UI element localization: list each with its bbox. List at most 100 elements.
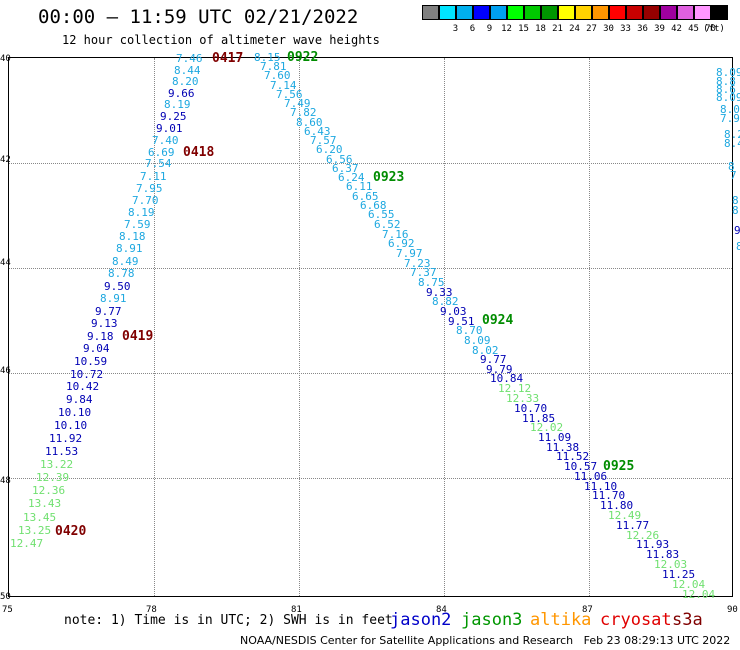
- latitude-gridline: [9, 268, 732, 269]
- swh-value: 13.43: [28, 497, 62, 510]
- swh-value: 9.13: [91, 317, 118, 330]
- swh-value: 7.49: [284, 97, 311, 110]
- swh-value: 12.49: [608, 509, 642, 522]
- swh-value: 6.69: [148, 146, 175, 159]
- swh-value: 7.16: [382, 228, 409, 241]
- swh-value: 8: [732, 194, 739, 207]
- swh-value: 11.93: [636, 538, 670, 551]
- swh-value: 8.70: [456, 324, 483, 337]
- color-swatch: [473, 5, 490, 20]
- swh-value: 8.60: [296, 116, 323, 129]
- swh-value: 8.15: [254, 51, 281, 64]
- swh-value: 11.38: [546, 441, 580, 454]
- swh-value: 10.57: [564, 460, 598, 473]
- swh-value: 11.09: [538, 431, 572, 444]
- swh-value: 7.97: [396, 247, 423, 260]
- color-swatch: [490, 5, 507, 20]
- swh-value: 7.54: [145, 157, 172, 170]
- swh-value: 6.52: [374, 218, 401, 231]
- swh-value: 8.09: [716, 91, 740, 104]
- swh-value: 12.47: [10, 537, 44, 550]
- swh-value: 12.26: [626, 529, 660, 542]
- color-swatch: [711, 5, 728, 20]
- swh-value: 7.81: [260, 60, 287, 73]
- color-swatch: [609, 5, 626, 20]
- swh-value: 8.09: [464, 334, 491, 347]
- swh-value: 6.68: [360, 199, 387, 212]
- swh-value: 10.10: [58, 406, 92, 419]
- swh-value: 11.52: [556, 450, 590, 463]
- longitude-gridline: [299, 58, 300, 596]
- swh-value: 11.83: [646, 548, 680, 561]
- swh-value: 8.91: [100, 292, 127, 305]
- swh-value: 9.84: [66, 393, 93, 406]
- color-scale-label: 12: [501, 24, 512, 34]
- swh-value: 6.65: [352, 190, 379, 203]
- latitude-tick-label: 46: [0, 366, 11, 376]
- swh-value: 11.77: [616, 519, 650, 532]
- color-scale-label: 45: [688, 24, 699, 34]
- swh-value: 8.44: [174, 64, 201, 77]
- swh-value: 6.43: [304, 125, 331, 138]
- swh-value: 8.02: [472, 344, 499, 357]
- swh-value: 8.2: [724, 128, 740, 141]
- pass-time-label: 0418: [183, 145, 215, 160]
- swh-value: 9: [734, 224, 740, 237]
- color-scale-label: 39: [654, 24, 665, 34]
- swh-value: 8.09: [716, 66, 740, 79]
- swh-value: 7.60: [264, 69, 291, 82]
- pass-time-label: 0420: [55, 524, 87, 539]
- map-plot-area: [8, 57, 733, 597]
- latitude-tick-label: 44: [0, 258, 11, 268]
- swh-value: 12.03: [654, 558, 688, 571]
- swh-value: 11.53: [45, 445, 79, 458]
- latitude-tick-label: 48: [0, 476, 11, 486]
- swh-value: 8.6: [716, 83, 736, 96]
- color-scale-label: 9: [486, 24, 493, 34]
- swh-value: 9.77: [480, 353, 507, 366]
- swh-value: 7.95: [136, 182, 163, 195]
- latitude-gridline: [9, 478, 732, 479]
- swh-value: 7.46: [176, 52, 203, 65]
- swh-value: 7.37: [410, 266, 437, 279]
- color-scale-label: 30: [603, 24, 614, 34]
- swh-value: 12.33: [506, 392, 540, 405]
- pass-time-label: 0923: [373, 170, 405, 185]
- swh-value: 9.79: [486, 363, 513, 376]
- swh-value: 9.04: [83, 342, 110, 355]
- chart-subtitle: 12 hour collection of altimeter wave hei…: [62, 33, 380, 47]
- color-swatch: [422, 5, 439, 20]
- latitude-tick-label: 50: [0, 592, 11, 602]
- swh-value: 9.03: [440, 305, 467, 318]
- swh-value: 8.20: [172, 75, 199, 88]
- latitude-tick-label: 42: [0, 155, 11, 165]
- color-scale-label: 21: [552, 24, 563, 34]
- swh-value: 13.45: [23, 511, 57, 524]
- swh-value: 12.12: [498, 382, 532, 395]
- swh-value: 11.85: [522, 412, 556, 425]
- chart-title: 00:00 – 11:59 UTC 02/21/2022: [38, 6, 359, 28]
- swh-value: 10.42: [66, 380, 100, 393]
- swh-value: 6.92: [388, 237, 415, 250]
- swh-value: 9.33: [426, 286, 453, 299]
- swh-value: 11.70: [592, 489, 626, 502]
- swh-value: 7: [730, 169, 737, 182]
- pass-time-label: 0419: [122, 329, 154, 344]
- pass-time-label: 0922: [287, 50, 319, 65]
- swh-value: 13.22: [40, 458, 74, 471]
- swh-value: 10.84: [490, 372, 524, 385]
- color-swatch: [677, 5, 694, 20]
- swh-value: 6.24: [338, 171, 365, 184]
- color-scale-label: 15: [518, 24, 529, 34]
- footnote: note: 1) Time is in UTC; 2) SWH is in fe…: [64, 613, 393, 628]
- longitude-gridline: [154, 58, 155, 596]
- swh-value: 7.56: [276, 88, 303, 101]
- swh-value: 8.19: [164, 98, 191, 111]
- longitude-tick-label: 75: [2, 605, 13, 615]
- swh-value: 6.37: [332, 162, 359, 175]
- swh-value: 9.01: [156, 122, 183, 135]
- color-swatch: [558, 5, 575, 20]
- swh-value: 10.72: [70, 368, 104, 381]
- swh-value: 11.80: [600, 499, 634, 512]
- swh-value: 9.25: [160, 110, 187, 123]
